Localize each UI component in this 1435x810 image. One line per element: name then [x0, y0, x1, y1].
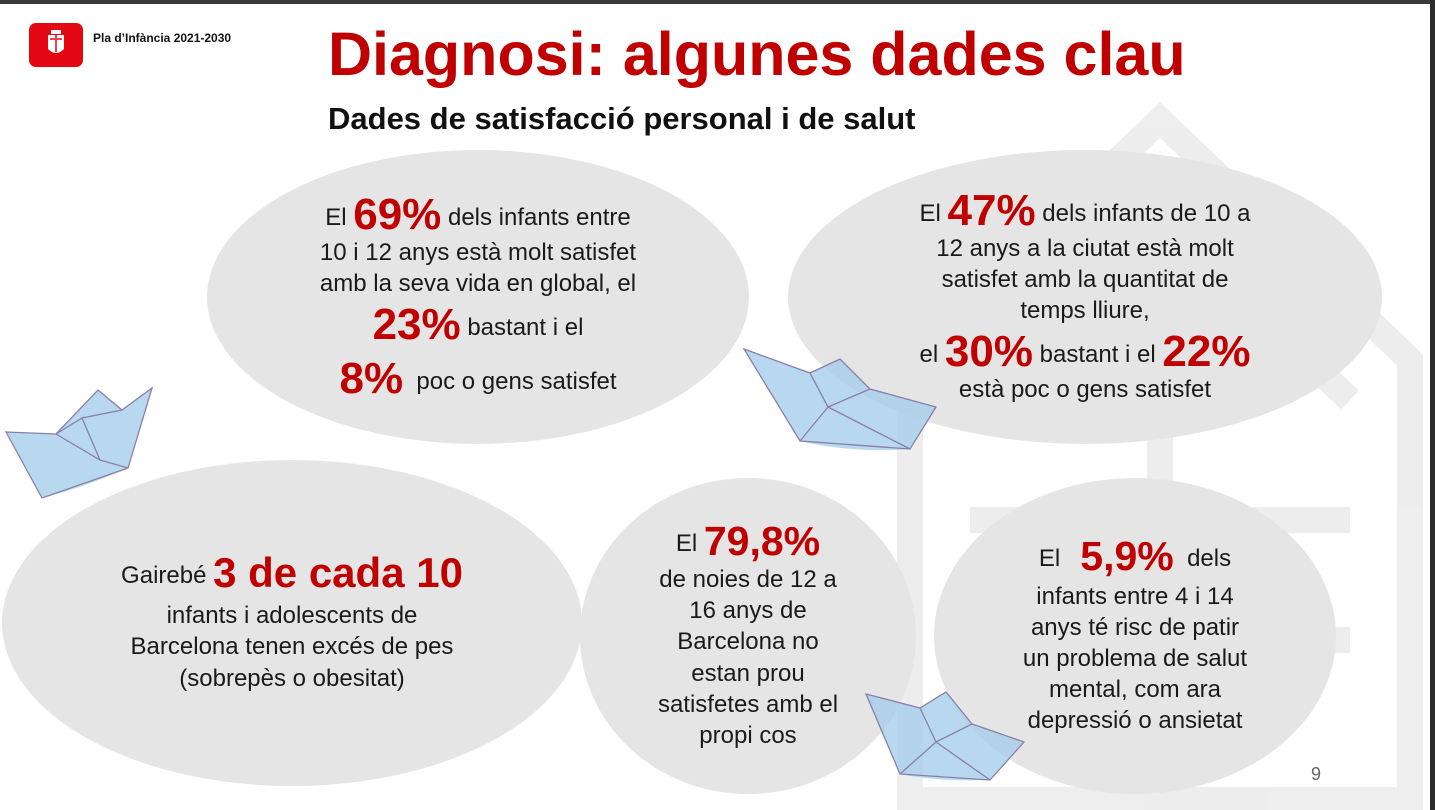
page-number: 9: [1311, 764, 1322, 784]
stat-value: 23%: [372, 300, 461, 350]
stat-bubble-body-image: El 79,8% de noies de 12 a 16 anys de Bar…: [580, 478, 916, 794]
stat-value: 47%: [947, 185, 1036, 235]
barcelona-logo-icon: [29, 23, 83, 67]
paper-boat-icon: [864, 691, 1026, 781]
stat-bubble-overweight: Gairebé 3 de cada 10 infants i adolescen…: [2, 460, 582, 786]
stat-bubble-life-satisfaction: El 69% dels infants entre 10 i 12 anys e…: [207, 150, 749, 444]
stat-value: 22%: [1162, 327, 1251, 377]
stat-value: 30%: [944, 327, 1033, 377]
page-title: Diagnosi: algunes dades clau: [328, 20, 1186, 88]
paper-boat-icon: [742, 347, 938, 450]
stat-value: 3 de cada 10: [213, 549, 463, 597]
top-border: [0, 0, 1435, 4]
stat-value: 5,9%: [1080, 532, 1174, 579]
paper-boat-icon: [4, 386, 154, 499]
page-subtitle: Dades de satisfacció personal i de salut: [328, 101, 916, 136]
stat-bubble-free-time: El 47% dels infants de 10 a 12 anys a la…: [788, 150, 1382, 444]
right-border: [1430, 0, 1435, 810]
stat-value: 79,8%: [703, 517, 821, 564]
stat-value: 8%: [339, 354, 404, 404]
brand-label: Pla d’Infància 2021-2030: [93, 31, 232, 45]
stat-value: 69%: [353, 189, 442, 239]
